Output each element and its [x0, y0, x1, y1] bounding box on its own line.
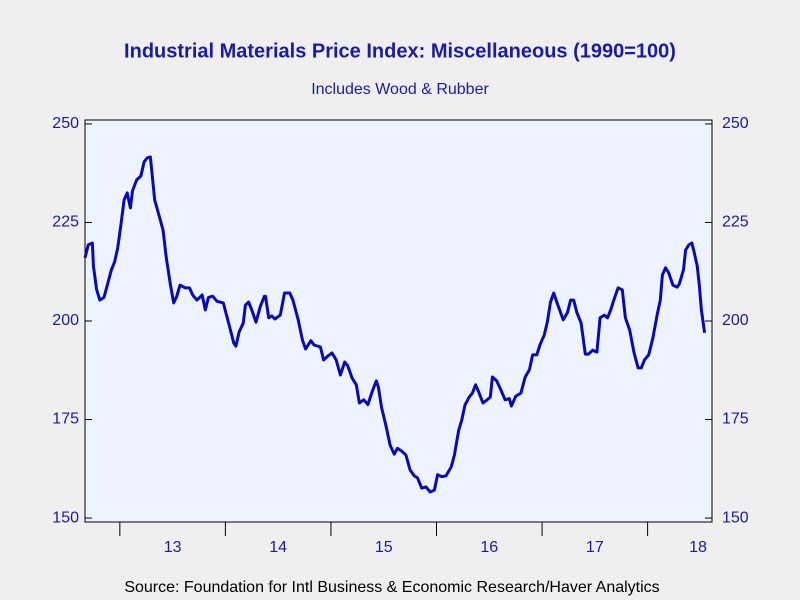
series-line [83, 155, 707, 494]
x-tick-label: 16 [480, 539, 498, 556]
y2-tick-label: 150 [722, 509, 749, 526]
x-tick-label: 14 [269, 539, 287, 556]
y-tick-label: 200 [52, 312, 79, 329]
plot-area [84, 119, 713, 523]
y2-tick-label: 225 [722, 214, 749, 231]
x-tick-label: 13 [164, 539, 182, 556]
y-tick-label: 150 [52, 509, 79, 526]
y-tick-label: 175 [52, 411, 79, 428]
y-tick-label: 225 [52, 214, 79, 231]
x-tick-label: 15 [375, 539, 393, 556]
source-note: Source: Foundation for Intl Business & E… [124, 579, 659, 596]
y-tick-label: 250 [52, 115, 79, 132]
x-tick-label: 17 [586, 539, 604, 556]
y2-tick-label: 175 [722, 411, 749, 428]
y2-tick-label: 200 [722, 312, 749, 329]
x-tick-label: 18 [689, 539, 707, 556]
chart-title: Industrial Materials Price Index: Miscel… [124, 40, 676, 62]
chart-subtitle: Includes Wood & Rubber [311, 81, 489, 98]
y2-tick-label: 250 [722, 115, 749, 132]
